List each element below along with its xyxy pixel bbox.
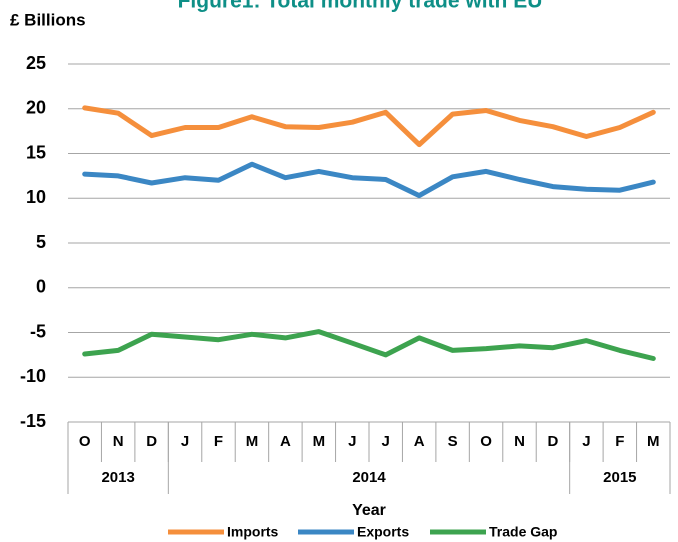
x-tick-label: M xyxy=(313,433,326,450)
x-tick-label: J xyxy=(181,433,189,450)
year-label: 2013 xyxy=(101,469,134,486)
x-axis-label: Year xyxy=(352,502,386,519)
legend-label: Trade Gap xyxy=(489,524,557,540)
x-tick-label: M xyxy=(647,433,660,450)
x-tick-label: O xyxy=(480,433,492,450)
legend-label: Imports xyxy=(227,524,279,540)
x-tick-label: J xyxy=(348,433,356,450)
y-tick-label: 5 xyxy=(36,232,46,252)
x-tick-label: D xyxy=(548,433,559,450)
series-line xyxy=(82,329,656,361)
x-tick-label: N xyxy=(113,433,124,450)
x-tick-label: O xyxy=(79,433,91,450)
legend-label: Exports xyxy=(357,524,409,540)
x-tick-label: F xyxy=(214,433,223,450)
series-line xyxy=(82,161,656,199)
x-tick-label: A xyxy=(414,433,425,450)
x-tick-label: J xyxy=(582,433,590,450)
y-tick-label: -15 xyxy=(20,411,46,431)
x-tick-label: F xyxy=(615,433,624,450)
x-tick-label: S xyxy=(448,433,458,450)
year-label: 2015 xyxy=(603,469,636,486)
y-tick-label: -10 xyxy=(20,366,46,386)
y-tick-label: 15 xyxy=(26,142,46,162)
x-tick-label: A xyxy=(280,433,291,450)
y-tick-label: 10 xyxy=(26,187,46,207)
y-tick-label: 20 xyxy=(26,98,46,118)
chart-title: Figure1: Total monthly trade with EU xyxy=(178,0,543,13)
x-tick-label: J xyxy=(382,433,390,450)
y-tick-label: 25 xyxy=(26,53,46,73)
x-tick-label: M xyxy=(246,433,259,450)
year-label: 2014 xyxy=(352,469,386,486)
y-tick-label: 0 xyxy=(36,277,46,297)
series-line xyxy=(82,105,656,148)
x-tick-label: D xyxy=(146,433,157,450)
x-tick-label: N xyxy=(514,433,525,450)
y-axis-label: £ Billions xyxy=(10,10,86,29)
y-tick-label: -5 xyxy=(30,321,46,341)
